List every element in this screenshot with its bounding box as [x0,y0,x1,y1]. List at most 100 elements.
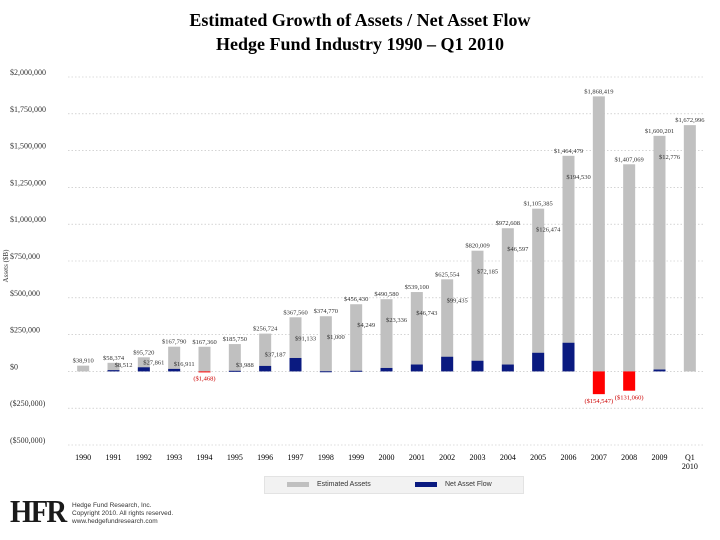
data-label-flow: $99,435 [447,297,468,304]
data-label-flow: $126,474 [536,227,561,234]
x-tick-label: 2004 [500,453,516,462]
x-tick-label: 2007 [591,453,607,462]
title-line-2: Hedge Fund Industry 1990 – Q1 2010 [215,34,505,54]
data-label-flow: $3,988 [236,362,254,369]
legend-item-flow: Net Asset Flow [415,481,492,488]
data-label-assets: $185,750 [223,336,247,343]
bar-assets-2001 [410,292,423,372]
data-label-flow: $23,336 [386,317,408,324]
bar-assets-1998 [319,316,332,372]
data-label-assets: $374,770 [314,308,338,315]
data-label-assets: $972,608 [496,220,520,227]
bar-assets-1999 [350,304,363,372]
data-label-flow: $91,133 [295,335,316,342]
bar-assets-1991 [107,362,120,372]
bar-assets-2003 [471,250,484,372]
bar-flow-1992 [137,367,150,372]
bar-flow-1998 [319,371,332,373]
chart-title: Estimated Growth of Assets / Net Asset F… [0,8,720,56]
bar-assets-2007 [592,96,605,372]
footer-company: Hedge Fund Research, Inc. [72,502,152,509]
bar-assets-2005 [532,208,545,372]
x-tick-label: 1991 [106,453,122,462]
bar-assets-2000 [380,299,393,372]
bar-assets-2006 [562,155,575,372]
data-label-flow: $37,187 [265,352,287,359]
data-label-flow: $4,249 [357,322,375,329]
y-axis-label: Assets ($B) [2,249,10,283]
data-label-flow: $8,512 [115,362,133,369]
data-label-flow: ($154,547) [584,398,613,405]
x-tick-label: 2000 [379,453,395,462]
data-label-assets: $1,868,419 [584,88,613,95]
bar-flow-2003 [471,360,484,372]
bar-flow-2005 [532,352,545,372]
data-label-flow: $46,597 [507,246,529,253]
bar-flow-2007 [592,371,605,395]
data-label-assets: $1,407,069 [615,156,644,163]
data-label-flow: $16,911 [174,361,195,368]
x-tick-label: 1993 [166,453,182,462]
x-tick-label: 2006 [561,453,577,462]
y-tick-label: $250,000 [10,326,40,335]
x-tick-label: 2002 [439,453,455,462]
hfr-logo: HFR [10,493,67,529]
data-label-flow: $72,185 [477,269,498,276]
bar-flow-1993 [168,368,181,372]
legend-item-assets: Estimated Assets [287,481,371,488]
bar-flow-1994 [198,371,211,373]
legend-swatch-assets [287,481,309,487]
bar-flow-1995 [228,370,241,372]
data-label-assets: $1,464,479 [554,148,583,155]
bar-assets-1996 [259,333,272,372]
legend-label-assets: Estimated Assets [317,481,371,488]
bar-assets-1997 [289,317,302,372]
bar-assets-1995 [228,344,241,372]
bar-assets-2002 [441,279,454,372]
data-label-assets: $1,105,385 [524,201,553,208]
bar-flow-2000 [380,367,393,372]
x-tick-label: 2003 [470,453,486,462]
legend-label-flow: Net Asset Flow [445,481,492,488]
x-tick-label: 2005 [530,453,546,462]
data-label-flow: $1,000 [327,334,345,341]
x-tick-label: 1995 [227,453,243,462]
bar-assets-1994 [198,346,211,372]
data-label-flow: $12,776 [659,154,681,161]
bar-flow-2004 [501,364,514,372]
chart-legend: Estimated Assets Net Asset Flow [264,476,524,494]
x-tick-label: 2001 [409,453,425,462]
bar-flow-2009 [653,369,666,372]
y-tick-label: $500,000 [10,289,40,298]
data-label-flow: ($131,060) [615,395,644,402]
bar-assets-2009 [653,135,666,372]
y-tick-label: ($500,000) [10,436,46,445]
bar-flow-2006 [562,342,575,372]
title-line-1: Estimated Growth of Assets / Net Asset F… [189,10,531,30]
footer-website-link[interactable]: www.hedgefundresearch.com [72,518,158,525]
data-label-assets: $1,600,201 [645,128,674,135]
y-tick-label: $0 [10,362,18,371]
bar-flow-2008 [623,371,636,391]
data-label-flow: ($1,468) [193,376,215,383]
data-label-assets: $58,374 [103,355,125,362]
y-tick-label: $1,250,000 [10,178,46,187]
data-label-assets: $256,724 [253,326,278,333]
x-tick-label: 1997 [288,453,304,462]
bar-assets-Q1-2010 [683,125,696,372]
bar-flow-1999 [350,370,363,372]
x-tick-label: 2010 [682,462,698,471]
y-tick-label: $1,500,000 [10,142,46,151]
data-label-assets: $1,672,996 [675,117,705,124]
bar-assets-1993 [168,346,181,372]
bar-assets-2004 [501,228,514,372]
bar-assets-2008 [623,164,636,372]
bar-flow-1996 [259,365,272,372]
y-tick-label: $1,000,000 [10,215,46,224]
data-label-assets: $95,720 [133,349,154,356]
data-label-assets: $820,009 [465,243,489,250]
data-label-assets: $490,580 [374,291,398,298]
y-tick-label: $2,000,000 [10,68,46,77]
x-tick-label: 1996 [257,453,273,462]
